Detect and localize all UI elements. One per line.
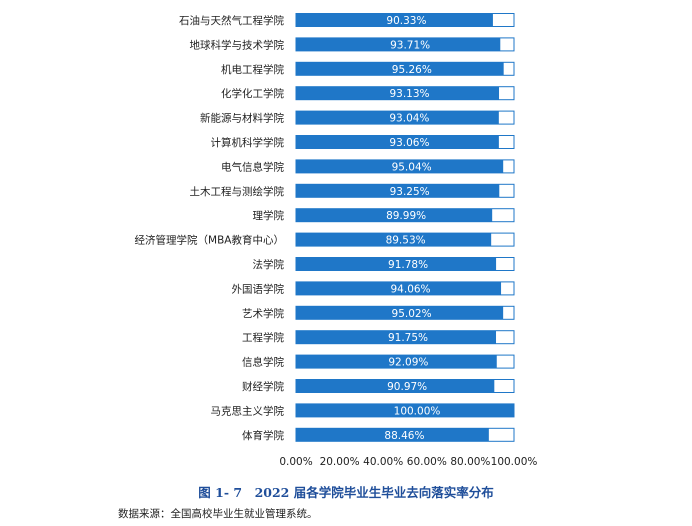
category-label: 马克思主义学院 — [211, 404, 285, 417]
x-tick-label: 40.00% — [363, 456, 403, 468]
bar — [296, 135, 499, 149]
data-source-note: 数据来源：全国高校毕业生就业管理系统。 — [118, 508, 318, 520]
data-label: 93.71% — [390, 39, 430, 51]
category-label: 外国语学院 — [232, 282, 285, 295]
data-label: 100.00% — [394, 405, 441, 417]
bar — [296, 379, 495, 393]
bar — [296, 281, 502, 295]
category-label: 工程学院 — [242, 331, 284, 344]
data-label: 91.78% — [388, 259, 428, 271]
category-label: 经济管理学院（MBA教育中心） — [135, 234, 284, 247]
category-label: 地球科学与技术学院 — [190, 38, 285, 51]
bar — [296, 86, 500, 100]
category-label: 石油与天然气工程学院 — [179, 14, 284, 27]
data-label: 88.46% — [384, 430, 424, 442]
bar — [296, 330, 497, 344]
data-label: 93.06% — [389, 137, 429, 149]
bar — [296, 184, 500, 198]
category-label: 体育学院 — [242, 429, 284, 442]
bar — [296, 13, 493, 27]
bar — [296, 111, 499, 125]
data-label: 90.33% — [386, 15, 426, 27]
x-tick-label: 20.00% — [320, 456, 360, 468]
data-label: 95.02% — [392, 308, 432, 320]
category-label: 理学院 — [253, 209, 285, 222]
data-label: 89.99% — [386, 210, 426, 222]
category-label: 财经学院 — [242, 380, 284, 393]
data-label: 92.09% — [388, 357, 428, 369]
data-label: 95.04% — [392, 161, 432, 173]
data-label: 91.75% — [388, 332, 428, 344]
category-label: 法学院 — [253, 258, 285, 271]
bar — [296, 257, 497, 271]
data-label: 93.04% — [389, 113, 429, 125]
bar — [296, 62, 504, 76]
bar — [296, 355, 497, 369]
category-label: 机电工程学院 — [221, 63, 284, 76]
data-label: 95.26% — [392, 64, 432, 76]
bar — [296, 403, 514, 417]
category-label: 化学化工学院 — [221, 87, 284, 100]
x-tick-label: 80.00% — [450, 456, 490, 468]
category-label: 土木工程与测绘学院 — [190, 185, 285, 198]
data-label: 93.25% — [390, 186, 430, 198]
x-tick-label: 0.00% — [279, 456, 312, 468]
category-label: 信息学院 — [242, 356, 284, 369]
bar — [296, 37, 501, 51]
bar — [296, 428, 489, 442]
bar-chart: 石油与天然气工程学院 90.33% 地球科学与技术学院 93.71% 机电工程学院 95.… — [135, 13, 538, 468]
data-label: 93.13% — [389, 88, 429, 100]
figure-caption: 图 1- 7 2022 届各学院毕业生毕业去向落实率分布 — [198, 485, 494, 500]
bar — [296, 208, 493, 222]
bar — [296, 306, 504, 320]
category-label: 电气信息学院 — [221, 160, 284, 173]
category-label: 新能源与材料学院 — [200, 112, 284, 125]
data-label: 89.53% — [386, 235, 426, 247]
data-label: 90.97% — [387, 381, 427, 393]
x-tick-label: 60.00% — [407, 456, 447, 468]
bar — [296, 233, 492, 247]
x-tick-label: 100.00% — [491, 456, 538, 468]
bar — [296, 159, 504, 173]
data-label: 94.06% — [391, 283, 431, 295]
category-label: 计算机科学学院 — [211, 136, 285, 149]
category-label: 艺术学院 — [242, 307, 284, 320]
